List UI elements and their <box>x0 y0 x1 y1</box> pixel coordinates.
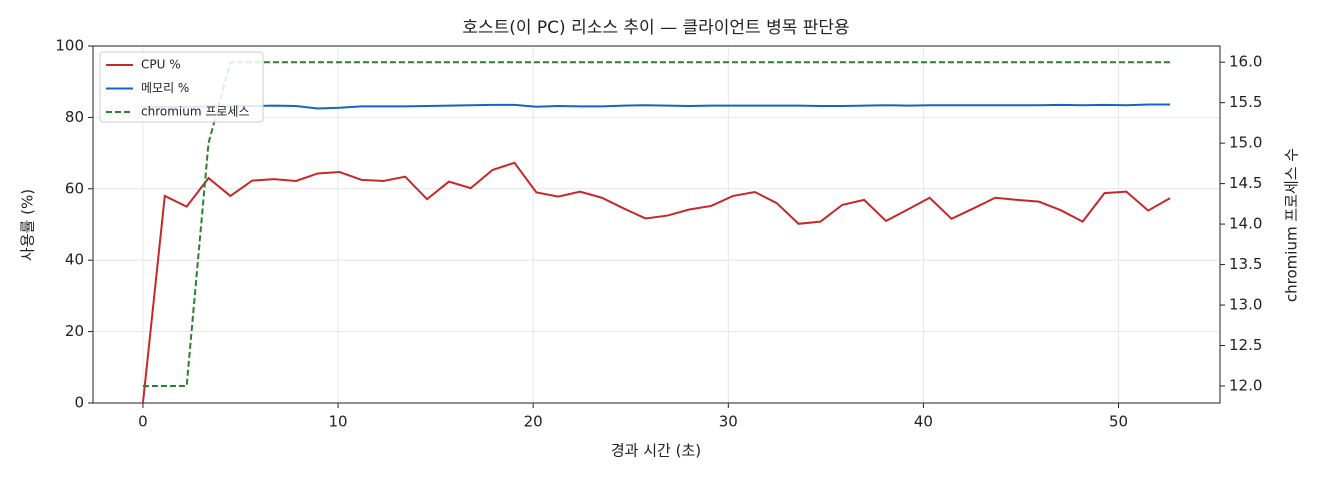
series-line <box>142 103 1171 110</box>
legend-label: 메모리 % <box>141 81 189 95</box>
legend: CPU % 메모리 % chromium 프로세스 <box>99 51 264 123</box>
x-tick-label: 10 <box>329 413 348 431</box>
y2-tick-label: 16.0 <box>1229 53 1262 71</box>
series-line <box>142 61 1171 387</box>
y2-tick-label: 14.5 <box>1229 174 1262 192</box>
chart-title: 호스트(이 PC) 리소스 추이 — 클라이언트 병목 판단용 <box>462 18 849 38</box>
y-axis-label: 사용률 (%) <box>19 189 37 261</box>
legend-box <box>99 51 264 123</box>
y2-tick-label: 15.0 <box>1229 134 1262 152</box>
plot-frame <box>92 45 1221 404</box>
series-line <box>141 161 1171 404</box>
x-tick-label: 20 <box>524 413 543 431</box>
y2-tick-label: 12.5 <box>1229 336 1262 354</box>
y-tick-label: 20 <box>65 322 84 340</box>
y-tick-label: 40 <box>65 251 84 269</box>
y2-axis-label: chromium 프로세스 수 <box>1283 148 1301 302</box>
x-tick-label: 40 <box>914 413 933 431</box>
y-tick-label: 0 <box>74 394 84 412</box>
legend-label: chromium 프로세스 <box>141 105 250 119</box>
x-tick-label: 50 <box>1109 413 1128 431</box>
x-tick-label: 30 <box>719 413 738 431</box>
y-tick-label: 60 <box>65 179 84 197</box>
y2-tick-label: 12.0 <box>1229 377 1262 395</box>
x-axis-label: 경과 시간 (초) <box>611 442 701 460</box>
x-tick-label: 0 <box>138 413 148 431</box>
y2-tick-label: 13.0 <box>1229 296 1262 314</box>
y-tick-label: 100 <box>55 37 84 55</box>
y2-tick-label: 15.5 <box>1229 93 1262 111</box>
legend-label: CPU % <box>141 58 181 72</box>
y2-tick-label: 14.0 <box>1229 215 1262 233</box>
y-tick-label: 80 <box>65 108 84 126</box>
y2-tick-label: 13.5 <box>1229 255 1262 273</box>
